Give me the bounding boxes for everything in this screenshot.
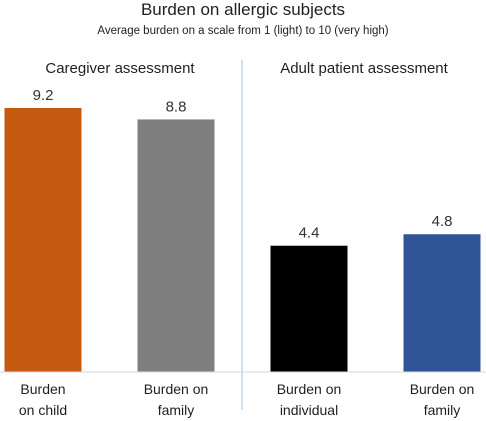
- category-label-4-line-1: Burden on: [410, 381, 475, 397]
- category-label-3-line-2: individual: [280, 402, 338, 418]
- bar-2: [137, 119, 215, 372]
- bar-3: [270, 245, 348, 372]
- category-label-3-line-1: Burden on: [277, 381, 342, 397]
- bar-1: [4, 107, 82, 373]
- category-label-2-line-1: Burden on: [144, 381, 209, 397]
- chart-subtitle: Average burden on a scale from 1 (light)…: [97, 25, 389, 37]
- data-label-3: 4.4: [299, 225, 320, 242]
- bar-4: [403, 234, 481, 372]
- category-label-2-line-2: family: [158, 402, 195, 418]
- data-label-1: 9.2: [33, 87, 54, 104]
- category-label-4-line-2: family: [424, 402, 461, 418]
- data-label-2: 8.8: [166, 98, 187, 115]
- group-label-adult-patient: Adult patient assessment: [280, 60, 448, 77]
- category-label-1-line-1: Burden: [20, 381, 65, 397]
- group-label-caregiver: Caregiver assessment: [45, 60, 195, 77]
- data-label-4: 4.8: [432, 213, 453, 230]
- category-label-1-line-2: on child: [19, 402, 67, 418]
- chart-title: Burden on allergic subjects: [140, 0, 346, 19]
